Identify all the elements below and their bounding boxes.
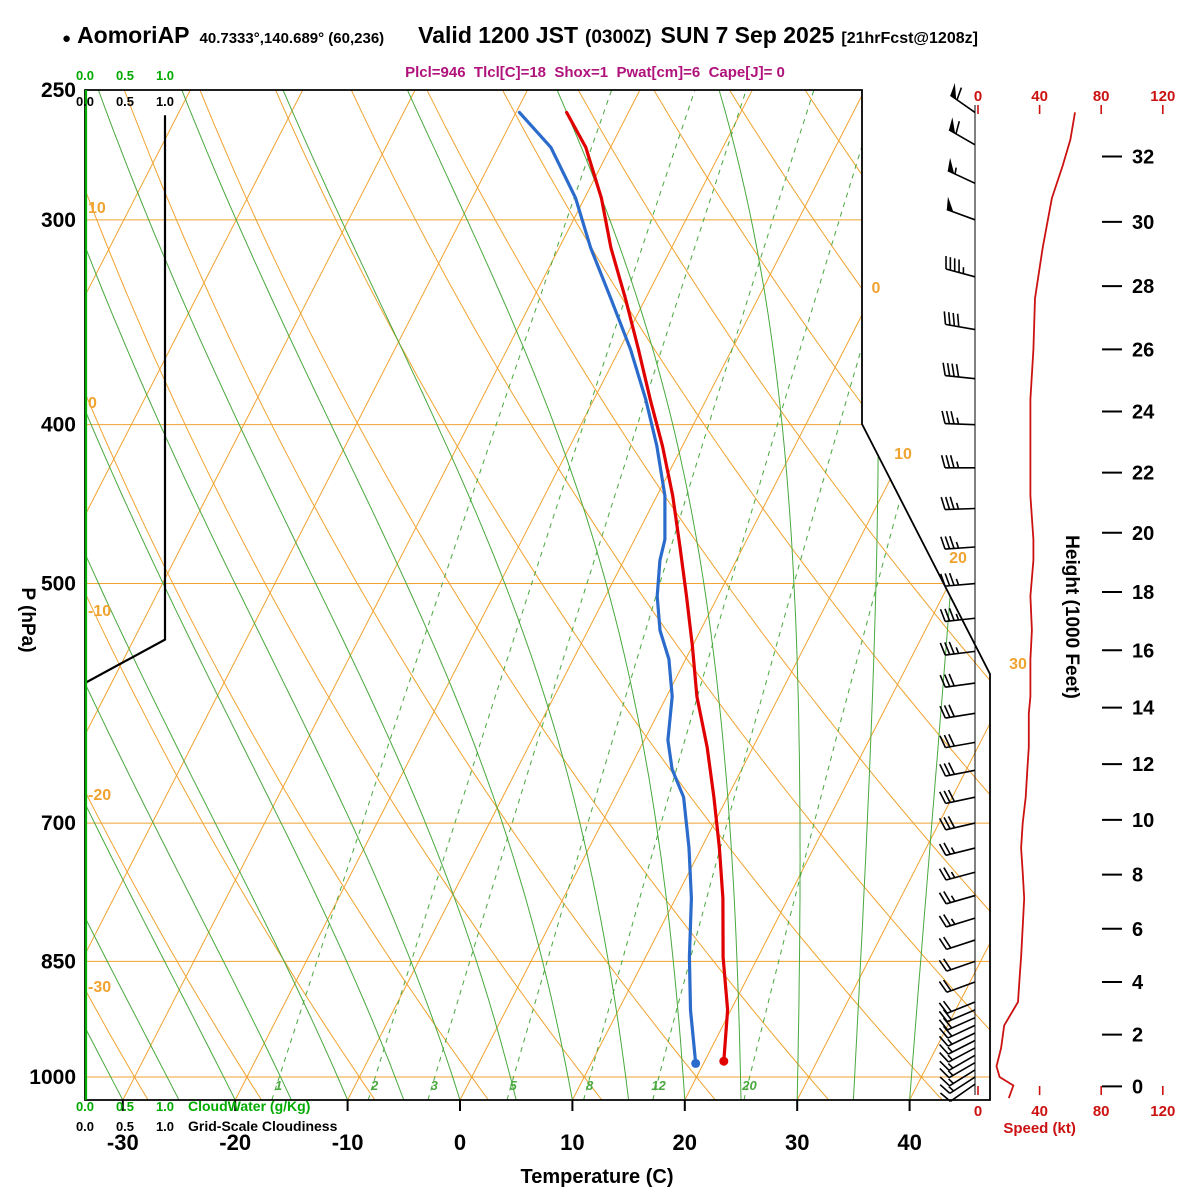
svg-text:Temperature (C): Temperature (C) — [521, 1166, 674, 1188]
svg-text:0.5: 0.5 — [116, 1099, 134, 1114]
svg-text:0.5: 0.5 — [116, 68, 134, 83]
svg-text:16: 16 — [1132, 640, 1154, 662]
svg-text:18: 18 — [1132, 582, 1154, 604]
svg-text:1.0: 1.0 — [156, 1099, 174, 1114]
svg-text:24: 24 — [1132, 401, 1155, 423]
svg-text:850: 850 — [41, 950, 76, 973]
svg-text:80: 80 — [1093, 1103, 1110, 1120]
svg-text:5: 5 — [510, 1078, 518, 1093]
svg-text:12: 12 — [1132, 754, 1154, 776]
svg-text:40: 40 — [1031, 88, 1048, 105]
svg-text:6: 6 — [1132, 919, 1143, 941]
title-row: ● AomoriAP 40.7333°,140.689° (60,236) Va… — [62, 22, 978, 49]
svg-text:120: 120 — [1150, 1103, 1175, 1120]
svg-text:700: 700 — [41, 812, 76, 835]
svg-text:40: 40 — [1031, 1103, 1048, 1120]
svg-text:30: 30 — [1132, 212, 1154, 234]
svg-text:10: 10 — [88, 200, 106, 217]
svg-text:CloudWater (g/Kg): CloudWater (g/Kg) — [188, 1098, 310, 1114]
svg-text:26: 26 — [1132, 339, 1154, 361]
svg-text:30: 30 — [1009, 656, 1027, 673]
svg-text:4: 4 — [1132, 972, 1144, 994]
svg-text:20: 20 — [1132, 523, 1154, 545]
valid-time: Valid 1200 JST — [418, 22, 578, 48]
svg-text:-30: -30 — [107, 1130, 139, 1155]
svg-text:80: 80 — [1093, 88, 1110, 105]
svg-text:0.0: 0.0 — [76, 68, 94, 83]
svg-text:14: 14 — [1132, 698, 1155, 720]
svg-text:1: 1 — [275, 1078, 282, 1093]
svg-text:22: 22 — [1132, 463, 1154, 485]
svg-text:30: 30 — [785, 1130, 809, 1155]
station-coords: 40.7333°,140.689° (60,236) — [199, 30, 385, 47]
svg-text:10: 10 — [1132, 810, 1154, 832]
svg-text:10: 10 — [560, 1130, 584, 1155]
svg-text:300: 300 — [41, 209, 76, 232]
svg-text:1.0: 1.0 — [156, 94, 174, 109]
svg-text:0: 0 — [88, 395, 97, 412]
svg-text:0.0: 0.0 — [76, 94, 94, 109]
svg-text:-30: -30 — [88, 979, 111, 996]
forecast-tag: [21hrFcst@1208z] — [841, 30, 978, 47]
svg-text:-10: -10 — [88, 603, 111, 620]
svg-text:1.0: 1.0 — [156, 1119, 174, 1134]
svg-text:120: 120 — [1150, 88, 1175, 105]
svg-text:-20: -20 — [88, 787, 111, 804]
svg-text:-10: -10 — [332, 1130, 364, 1155]
svg-text:0: 0 — [974, 1103, 982, 1120]
svg-text:3: 3 — [431, 1078, 439, 1093]
station-name: AomoriAP — [77, 22, 190, 48]
svg-text:28: 28 — [1132, 276, 1154, 298]
svg-text:0: 0 — [1132, 1076, 1143, 1098]
svg-text:Grid-Scale Cloudiness: Grid-Scale Cloudiness — [188, 1118, 338, 1134]
svg-text:Height (1000 Feet): Height (1000 Feet) — [1061, 535, 1082, 699]
svg-text:10: 10 — [894, 446, 912, 463]
svg-text:0: 0 — [454, 1130, 466, 1155]
params-line: Plcl=946 Tlcl[C]=18 Shox=1 Pwat[cm]=6 Ca… — [405, 64, 785, 81]
svg-text:1000: 1000 — [29, 1066, 76, 1089]
svg-text:1.0: 1.0 — [156, 68, 174, 83]
svg-text:400: 400 — [41, 414, 76, 437]
svg-text:8: 8 — [1132, 865, 1143, 887]
svg-text:2: 2 — [1132, 1025, 1143, 1047]
valid-zulu: (0300Z) — [585, 27, 652, 48]
svg-text:20: 20 — [949, 550, 967, 567]
svg-text:12: 12 — [651, 1078, 666, 1093]
svg-text:2: 2 — [370, 1078, 379, 1093]
station-bullet-icon: ● — [62, 30, 72, 47]
svg-text:0.0: 0.0 — [76, 1099, 94, 1114]
valid-date: SUN 7 Sep 2025 — [660, 22, 835, 48]
svg-text:0: 0 — [872, 280, 881, 297]
svg-text:250: 250 — [41, 79, 76, 102]
svg-text:0.5: 0.5 — [116, 1119, 134, 1134]
svg-text:500: 500 — [41, 573, 76, 596]
svg-text:32: 32 — [1132, 146, 1154, 168]
svg-text:20: 20 — [741, 1078, 757, 1093]
svg-text:0.5: 0.5 — [116, 94, 134, 109]
svg-text:Speed (kt): Speed (kt) — [1003, 1120, 1076, 1137]
svg-text:8: 8 — [586, 1078, 594, 1093]
svg-text:40: 40 — [897, 1130, 921, 1155]
svg-text:0.0: 0.0 — [76, 1119, 94, 1134]
svg-text:0: 0 — [974, 88, 982, 105]
svg-text:-20: -20 — [219, 1130, 251, 1155]
svg-text:P (hPa): P (hPa) — [17, 587, 38, 652]
svg-text:20: 20 — [673, 1130, 697, 1155]
